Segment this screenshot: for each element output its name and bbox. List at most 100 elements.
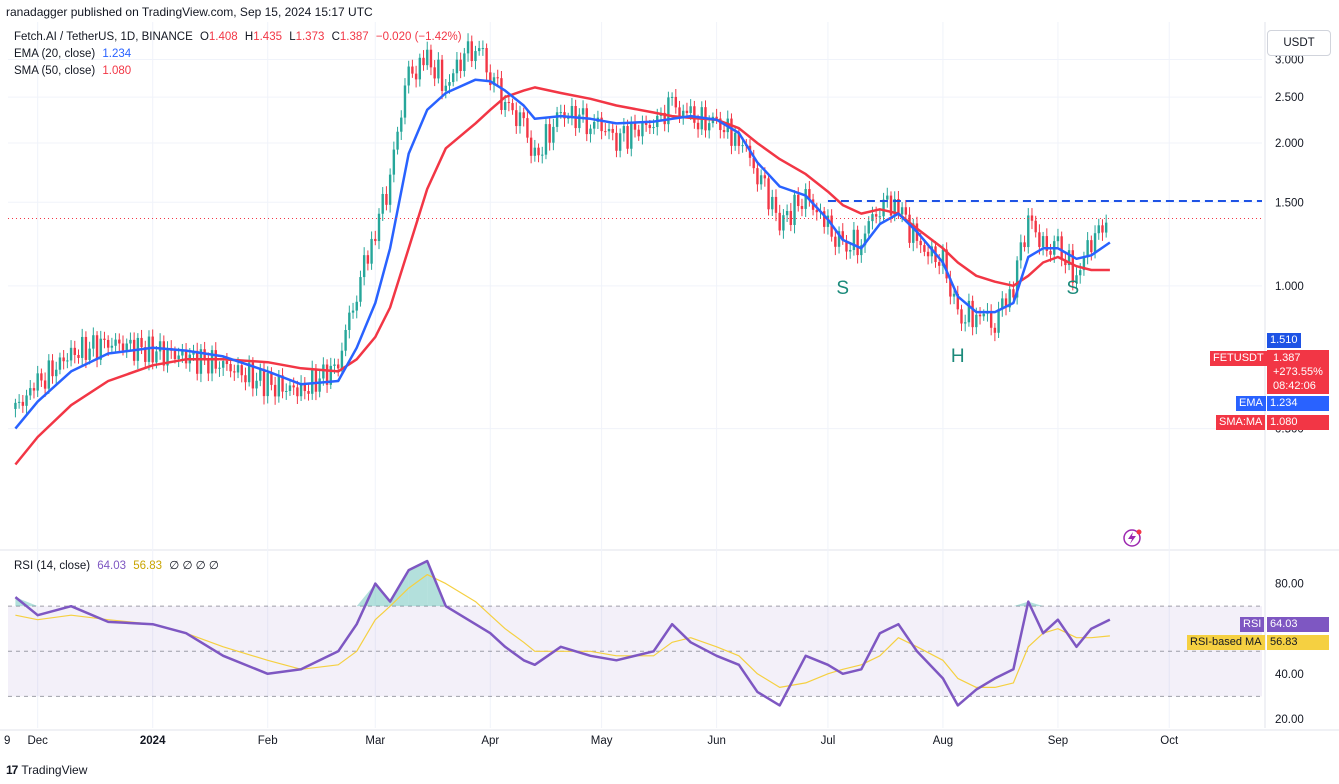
ohlc-high-label: H <box>244 31 254 43</box>
fet-symbol-tag: FETUSDT <box>1210 351 1267 366</box>
candle-body <box>452 73 455 83</box>
candle-body <box>1027 215 1030 248</box>
sma-legend[interactable]: SMA (50, close) 1.080 <box>14 65 131 77</box>
candle-body <box>374 238 377 242</box>
candle-body <box>496 77 499 79</box>
time-tick-label: 9 <box>4 735 10 747</box>
candle-body <box>329 365 332 385</box>
rsi-tick-label: 40.00 <box>1275 669 1304 681</box>
candle-body <box>485 48 488 73</box>
candle-body <box>722 130 726 133</box>
tradingview-footer[interactable]: 17 TradingView <box>6 763 87 777</box>
ohlc-low-label: L <box>289 31 296 43</box>
ohlc-close: 1.387 <box>339 31 369 43</box>
candle-body <box>782 215 785 231</box>
candle-body <box>852 229 856 251</box>
left-shoulder-label: S <box>836 278 849 299</box>
candle-body <box>355 301 358 311</box>
candle-body <box>930 246 934 257</box>
candle-body <box>960 309 963 324</box>
candle-body <box>247 362 251 383</box>
time-tick-label: Aug <box>933 735 953 747</box>
candle-body <box>1064 259 1067 266</box>
rsi-tag-value: 64.03 <box>1267 617 1329 632</box>
candle-body <box>589 128 592 135</box>
price-tick-label: 1.000 <box>1275 281 1304 293</box>
candle-body <box>529 137 533 156</box>
candle-body <box>43 380 47 389</box>
rsi-legend-value: 64.03 <box>97 560 127 572</box>
ema-legend-label: EMA (20, close) <box>14 48 96 60</box>
candle-body <box>733 132 737 146</box>
candle-body <box>741 145 744 147</box>
candle-body <box>385 193 388 205</box>
ema-legend[interactable]: EMA (20, close) 1.234 <box>14 48 131 60</box>
candle-body <box>1093 233 1097 253</box>
candle-body <box>644 122 648 125</box>
candle-body <box>841 231 844 241</box>
candle-body <box>32 388 36 391</box>
candle-body <box>244 375 247 383</box>
candle-body <box>541 154 544 156</box>
rsi-legend[interactable]: RSI (14, close) 64.03 56.83 ∅ ∅ ∅ ∅ <box>14 558 219 572</box>
time-tick-label: Sep <box>1048 735 1068 747</box>
fet-change: +273.55% <box>1273 366 1323 378</box>
candle-body <box>1023 242 1026 248</box>
candle-body <box>808 189 811 200</box>
candle-body <box>259 369 262 381</box>
price-tick-label: 3.000 <box>1275 55 1304 67</box>
candle-body <box>1015 260 1019 298</box>
candle-body <box>40 373 43 381</box>
lightning-icon[interactable] <box>1123 529 1142 547</box>
candle-body <box>77 354 80 358</box>
candle-body <box>433 67 436 79</box>
candle-body <box>956 293 959 310</box>
candle-body <box>611 128 614 133</box>
candle-body <box>1079 270 1082 276</box>
candle-body <box>708 123 711 131</box>
candle-body <box>793 194 796 225</box>
candle-body <box>715 116 718 119</box>
symbol-title[interactable]: Fetch.AI / TetherUS, 1D, BINANCE <box>14 31 193 43</box>
candle-body <box>403 85 407 118</box>
candle-body <box>173 350 177 360</box>
candle-body <box>982 313 985 317</box>
candle-body <box>66 360 69 362</box>
candle-body <box>1082 257 1086 271</box>
candle-body <box>270 373 273 385</box>
candle-body <box>55 369 58 377</box>
currency-selector[interactable]: USDT <box>1267 30 1331 56</box>
candle-body <box>652 127 655 129</box>
candle-body <box>166 347 169 366</box>
candle-body <box>648 124 652 129</box>
candle-body <box>548 124 551 143</box>
candle-body <box>225 361 229 365</box>
published-by-line: ranadagger published on TradingView.com,… <box>6 5 373 19</box>
candle-body <box>51 360 54 377</box>
candle-body <box>196 350 199 374</box>
time-tick-label: Apr <box>481 735 499 747</box>
candle-body <box>444 85 447 91</box>
time-tick-label: Jun <box>707 735 726 747</box>
candle-body <box>285 390 288 392</box>
candle-body <box>600 117 603 132</box>
candle-body <box>889 195 893 216</box>
candle-body <box>407 66 410 86</box>
price-tick-label: 2.500 <box>1275 92 1304 104</box>
candle-body <box>440 59 444 91</box>
ohlc-change: −0.020 (−1.42%) <box>375 31 462 43</box>
candle-body <box>1101 225 1104 233</box>
candle-body <box>370 238 373 264</box>
candle-body <box>871 214 874 222</box>
candle-body <box>466 41 470 54</box>
candle-body <box>938 262 941 266</box>
candle-body <box>429 49 433 68</box>
time-tick-label: Feb <box>258 735 278 747</box>
candle-body <box>207 359 210 374</box>
candle-body <box>848 250 852 252</box>
candle-body <box>366 255 370 264</box>
rsi-overbought-fill <box>15 597 38 607</box>
candle-body <box>340 350 344 369</box>
candle-body <box>752 157 755 169</box>
